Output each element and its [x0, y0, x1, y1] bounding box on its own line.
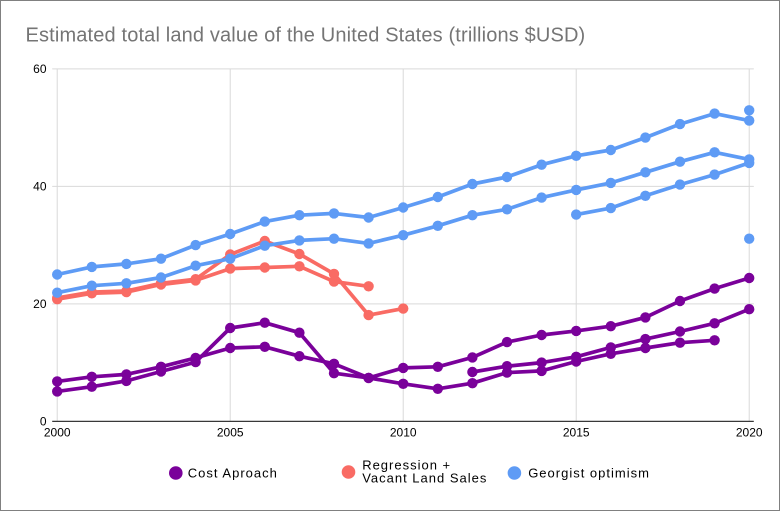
svg-text:Cost Aproach: Cost Aproach: [188, 466, 278, 481]
svg-text:2010: 2010: [390, 426, 417, 440]
svg-text:2000: 2000: [44, 426, 71, 440]
svg-text:Georgist optimism: Georgist optimism: [528, 466, 650, 481]
svg-text:Vacant Land Sales: Vacant Land Sales: [362, 470, 487, 485]
svg-text:40: 40: [33, 180, 47, 194]
svg-text:60: 60: [33, 62, 47, 76]
svg-text:2015: 2015: [563, 426, 590, 440]
svg-text:2020: 2020: [736, 426, 763, 440]
svg-text:Estimated total land value of: Estimated total land value of the United…: [26, 25, 586, 47]
svg-text:0: 0: [40, 415, 47, 429]
svg-text:Regression +: Regression +: [362, 458, 451, 473]
svg-text:20: 20: [33, 297, 47, 311]
svg-text:2005: 2005: [217, 426, 244, 440]
